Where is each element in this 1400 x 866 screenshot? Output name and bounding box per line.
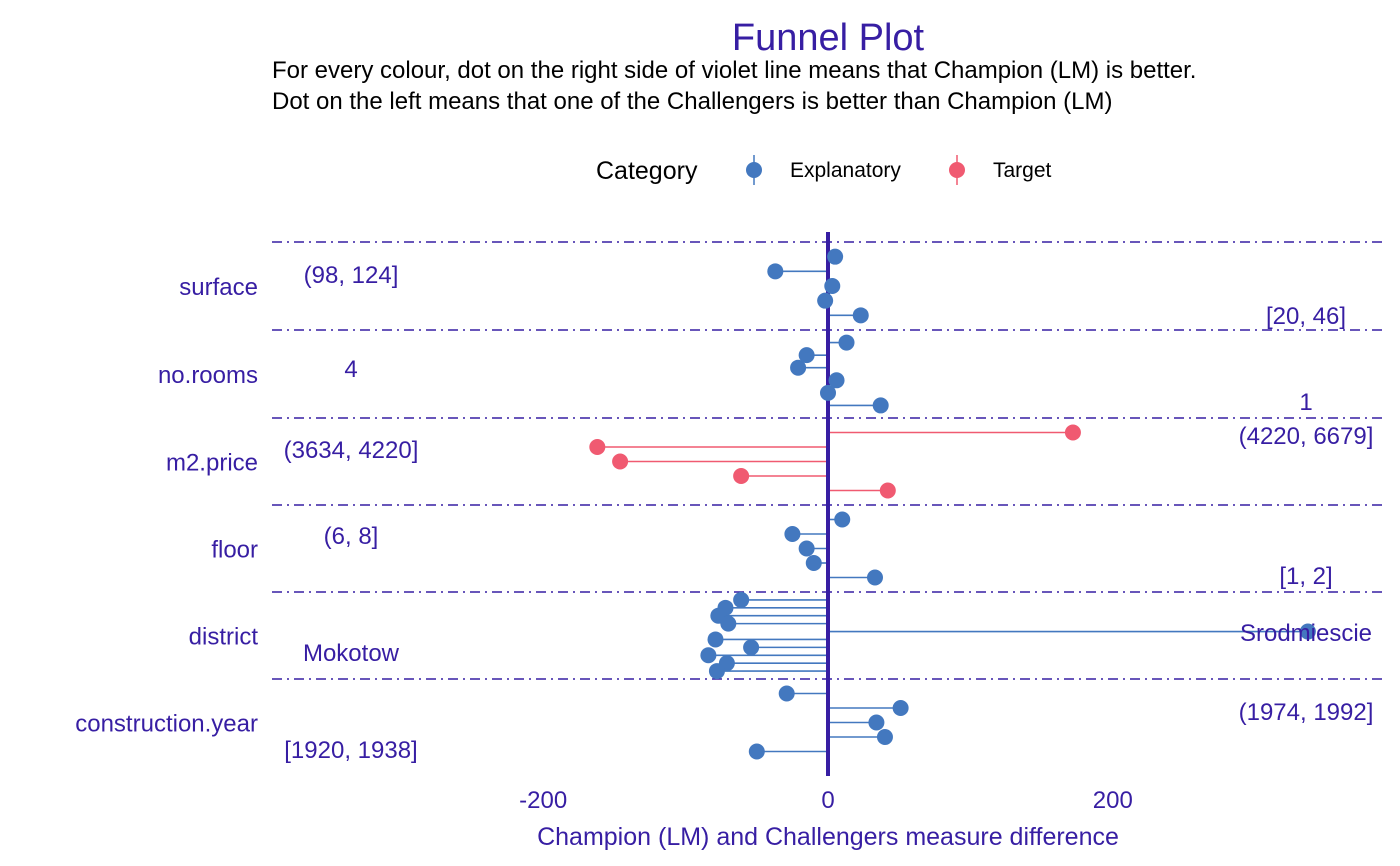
data-point: [700, 647, 717, 664]
data-point: [733, 468, 750, 484]
data-point: [589, 439, 606, 455]
x-axis: -200 0 200: [519, 787, 1133, 814]
data-point: [834, 511, 851, 528]
data-point: [868, 714, 885, 731]
chart-title: Funnel Plot: [732, 17, 925, 59]
x-tick-label: 200: [1093, 787, 1133, 814]
range-labels: (98, 124] [20, 46] 4 1 (3634, 4220] (4220, 66…: [284, 262, 1374, 764]
right-range-label: 1: [1299, 389, 1312, 416]
variable-label: surface: [179, 274, 258, 301]
right-range-label: [1, 2]: [1279, 563, 1332, 590]
data-point: [790, 359, 807, 376]
data-point: [707, 631, 724, 648]
data-point: [1299, 623, 1316, 640]
legend-target-dot: [949, 162, 965, 178]
data-point: [827, 248, 844, 265]
data-point: [879, 482, 896, 499]
data-point: [824, 278, 841, 294]
data-point: [820, 384, 836, 401]
left-range-label: (98, 124]: [304, 262, 399, 289]
data-point: [817, 292, 834, 309]
left-range-label: [1920, 1938]: [284, 737, 417, 764]
x-tick-label: -200: [519, 787, 567, 814]
right-range-label: Srodmiescie: [1240, 620, 1372, 647]
data-point: [872, 397, 889, 414]
data-point: [733, 591, 750, 608]
variable-label: construction.year: [75, 711, 258, 738]
data-point: [748, 743, 765, 760]
data-point: [708, 663, 725, 680]
legend-title: Category: [596, 157, 698, 185]
left-range-label: 4: [344, 356, 357, 383]
data-point: [798, 540, 815, 557]
data-point: [876, 729, 893, 745]
data-points: [589, 248, 1316, 760]
left-range-label: Mokotow: [303, 640, 400, 667]
legend-explanatory-label: Explanatory: [790, 159, 901, 182]
data-point: [798, 347, 815, 364]
left-range-label: (3634, 4220]: [284, 437, 419, 464]
x-axis-title: Champion (LM) and Challengers measure di…: [537, 823, 1119, 851]
legend-target-label: Target: [993, 159, 1052, 182]
variable-label: m2.price: [166, 450, 258, 477]
data-point: [778, 685, 795, 702]
variable-label: district: [189, 624, 259, 651]
right-range-label: (1974, 1992]: [1239, 699, 1374, 726]
variable-labels: surface no.rooms m2.price floor district cons…: [75, 274, 258, 738]
data-point: [852, 307, 869, 324]
legend-explanatory-dot: [746, 162, 762, 178]
data-point: [805, 555, 822, 571]
variable-label: no.rooms: [158, 362, 258, 389]
right-range-label: (4220, 6679]: [1239, 423, 1374, 450]
data-point: [866, 569, 883, 586]
data-point: [1064, 424, 1081, 441]
legend: Category Explanatory Target: [596, 155, 1052, 185]
data-point: [612, 453, 629, 470]
data-point: [828, 372, 845, 389]
dot-stems: [597, 255, 1308, 753]
chart-subtitle-line-1: For every colour, dot on the right side …: [272, 57, 1196, 84]
data-point: [743, 639, 760, 656]
data-point: [767, 263, 784, 280]
chart-subtitle-line-2: Dot on the left means that one of the Ch…: [272, 88, 1112, 115]
data-point: [838, 334, 855, 351]
data-point: [892, 700, 909, 716]
right-range-label: [20, 46]: [1266, 303, 1346, 330]
left-range-label: (6, 8]: [324, 523, 379, 550]
variable-label: floor: [211, 537, 258, 564]
data-point: [784, 526, 801, 542]
x-tick-label: 0: [821, 787, 834, 814]
data-point: [720, 615, 737, 632]
